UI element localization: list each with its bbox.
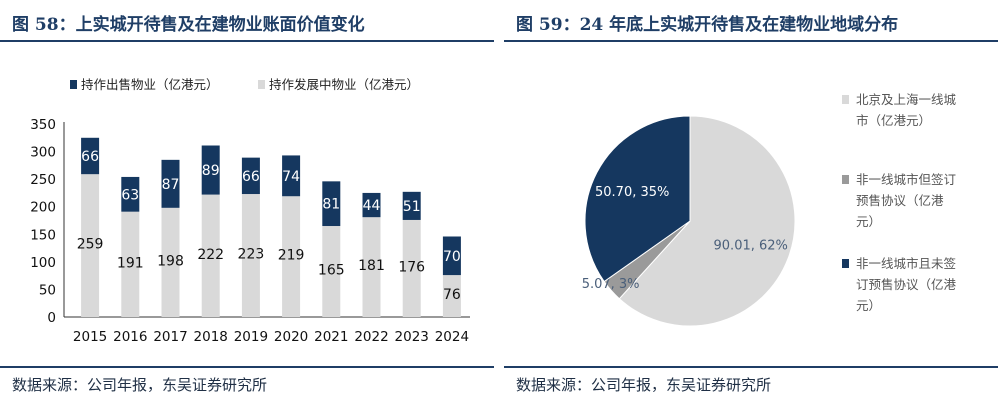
bar-value-label-under-development: 76 [443,287,461,303]
bar-value-label-under-development: 198 [157,253,184,269]
bar-value-label-under-development: 259 [77,237,104,253]
bar-value-label-under-development: 165 [318,263,345,279]
legend-label: 北京及上海一线城 [856,92,957,107]
bar-segment-under-development [442,275,461,317]
x-tick-label: 2018 [194,329,228,345]
bar-segment-for-sale [201,145,220,195]
legend-label: 持作发展中物业（亿港元） [269,77,419,92]
bar-value-label-for-sale: 89 [202,163,220,179]
bar-segment-for-sale [282,155,301,197]
legend-label: 预售协议（亿港 [856,193,944,208]
x-tick-label: 2017 [153,329,187,345]
right-figure-panel: 图 59：24 年底上实城开待售及在建物业地域分布 90.01, 62% 5.07… [504,0,998,404]
y-tick-label: 300 [30,145,56,161]
bar-segment-for-sale [121,176,140,212]
bar-segment-under-development [201,194,220,317]
bar-value-label-for-sale: 74 [282,169,300,185]
pie-slice [584,115,691,283]
legend-label: 非一线城市但签订 [856,172,956,187]
pie-slice [618,115,796,327]
bar-segment-under-development [121,211,140,317]
bar-value-label-under-development: 223 [238,247,265,263]
legend-swatch [70,80,77,89]
y-tick-label: 200 [30,200,56,216]
bar-segment-for-sale [81,137,100,175]
bar-segment-for-sale [402,191,421,220]
bar-value-label-for-sale: 66 [81,149,99,165]
pie-slice-label: 50.70, 35% [595,185,669,200]
left-source-note: 数据来源：公司年报，东吴证券研究所 [12,376,268,394]
left-figure-panel: 图 58：上实城开待售及在建物业账面价值变化 持作出售物业（亿港元） 持作发展中物… [0,0,494,404]
x-tick-label: 2016 [113,329,147,345]
x-tick-label: 2023 [395,329,429,345]
y-tick-label: 250 [30,172,56,188]
bar-segment-for-sale [241,157,260,195]
bar-segment-under-development [402,219,421,317]
pie-slice-label: 5.07, 3% [582,277,640,292]
bar-value-label-under-development: 219 [278,248,305,264]
legend-label: 市（亿港元） [856,113,931,128]
right-title-rule [504,40,998,42]
bar-segment-for-sale [442,236,461,276]
pie-slice-label: 90.01, 62% [714,238,788,253]
bar-value-label-under-development: 191 [117,255,144,271]
y-tick-label: 100 [30,255,56,271]
left-title-rule [0,40,494,42]
right-source-note: 数据来源：公司年报，东吴证券研究所 [516,376,772,394]
bar-segment-under-development [282,196,301,317]
bar-segment-under-development [241,194,260,317]
bar-value-label-under-development: 181 [358,258,385,274]
pie-chart: 90.01, 62% 5.07, 3% 50.70, 35% 北京及上海一线城市（亿港… [582,92,957,327]
x-tick-label: 2015 [73,329,107,345]
x-tick-label: 2019 [234,329,268,345]
right-figure-title: 图 59：24 年底上实城开待售及在建物业地域分布 [516,15,899,35]
bar-segment-for-sale [161,159,180,208]
bar-segment-under-development [322,226,341,317]
x-tick-label: 2024 [435,329,469,345]
y-tick-label: 50 [39,282,56,298]
bar-value-label-for-sale: 44 [363,198,381,214]
bar-segment-under-development [81,174,100,317]
legend-label: 订预售协议（亿港 [856,277,957,292]
left-source-rule [0,366,494,368]
bar-value-label-under-development: 176 [398,259,425,275]
legend-label: 持作出售物业（亿港元） [81,77,219,92]
bar-value-label-for-sale: 51 [403,199,421,215]
bar-value-label-for-sale: 81 [322,197,340,213]
bar-value-label-for-sale: 66 [242,169,260,185]
x-tick-label: 2020 [274,329,308,345]
legend-swatch [842,259,849,268]
stacked-bar-chart: 持作出售物业（亿港元） 持作发展中物业（亿港元） 0 50 100 150 200 250 30… [30,77,470,345]
legend-swatch [842,95,849,104]
bar-segment-under-development [362,217,381,317]
right-source-rule [504,366,998,368]
y-tick-label: 0 [47,310,56,326]
x-tick-label: 2022 [354,329,388,345]
bar-value-label-for-sale: 63 [121,187,139,203]
legend-swatch [842,175,849,184]
legend-swatch [258,80,265,89]
bar-segment-for-sale [322,181,341,227]
y-tick-label: 150 [30,227,56,243]
bar-value-label-for-sale: 87 [162,177,180,193]
bar-value-label-for-sale: 70 [443,249,461,265]
legend-label: 元） [856,214,881,229]
x-tick-label: 2021 [314,329,348,345]
bar-value-label-under-development: 222 [197,247,224,263]
left-figure-title: 图 58：上实城开待售及在建物业账面价值变化 [12,15,365,35]
bar-segment-under-development [161,207,180,317]
legend-label: 非一线城市且未签 [856,256,957,271]
bar-segment-for-sale [362,192,381,218]
y-tick-label: 350 [30,117,56,133]
legend-label: 元） [856,298,881,313]
